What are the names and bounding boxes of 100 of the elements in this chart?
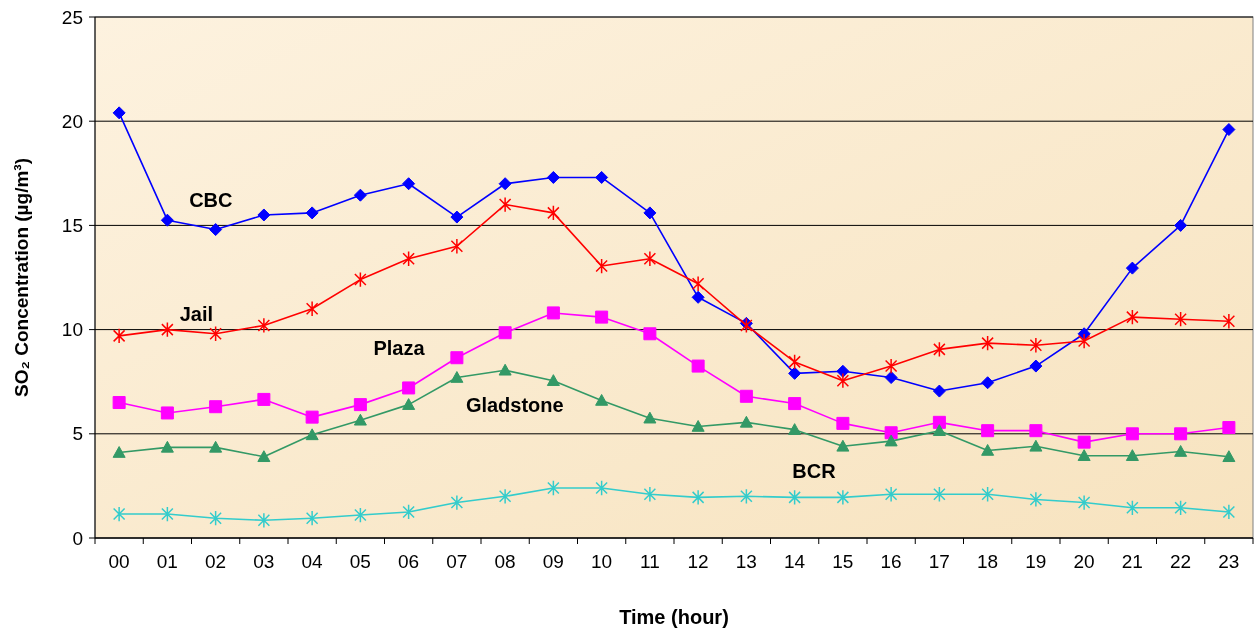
point (305, 410, 319, 424)
point (932, 384, 946, 398)
series-label: Gladstone (465, 393, 564, 416)
x-tick-label: 15 (832, 551, 854, 572)
x-tick-label: 05 (349, 551, 371, 572)
point (353, 413, 367, 426)
point (1174, 311, 1187, 328)
point (981, 424, 995, 438)
point (161, 506, 174, 522)
y-tick-label: 10 (61, 319, 83, 341)
point (643, 486, 657, 503)
point (257, 317, 271, 334)
x-tick-label: 12 (687, 551, 709, 572)
point (1174, 427, 1188, 441)
point (1222, 313, 1236, 330)
point (981, 443, 995, 456)
x-tick-label: 03 (253, 551, 275, 572)
point (643, 206, 657, 220)
point (1222, 421, 1236, 435)
point (884, 434, 898, 447)
point (450, 351, 464, 365)
point (257, 392, 271, 406)
point (209, 510, 222, 527)
point (209, 400, 223, 414)
point (1126, 499, 1139, 516)
point (836, 439, 850, 452)
x-tick-label: 01 (156, 551, 178, 572)
point (160, 440, 174, 453)
point (595, 258, 608, 274)
point (498, 326, 512, 340)
point (305, 300, 319, 317)
series-label: Jail (179, 303, 213, 326)
point (257, 512, 271, 529)
x-tick-label: 23 (1218, 551, 1240, 572)
point (932, 415, 946, 429)
point (691, 420, 705, 432)
point (112, 446, 126, 458)
point (546, 306, 560, 320)
point (691, 290, 705, 304)
point (354, 507, 367, 523)
point (595, 170, 609, 184)
y-tick-label: 5 (72, 423, 83, 445)
point (643, 250, 657, 267)
series-label: Plaza (373, 336, 426, 359)
point (691, 275, 705, 292)
point (739, 415, 753, 428)
point (788, 423, 802, 435)
point (740, 317, 753, 334)
point (498, 363, 512, 376)
point (402, 504, 415, 520)
point (981, 486, 994, 503)
x-tick-label: 22 (1170, 551, 1192, 572)
point (1029, 424, 1043, 438)
point (450, 238, 464, 255)
x-tick-label: 00 (108, 551, 130, 572)
point (595, 393, 609, 406)
x-tick-label: 19 (1025, 551, 1047, 572)
point (836, 372, 850, 389)
point (1029, 337, 1043, 354)
point (884, 371, 898, 385)
point (1125, 427, 1139, 441)
point (1174, 499, 1187, 516)
point (836, 416, 850, 430)
y-tick-label: 20 (61, 110, 83, 132)
point (1125, 261, 1139, 275)
point (1077, 333, 1091, 349)
point (450, 210, 464, 224)
point (1029, 491, 1043, 508)
y-tick-label: 0 (72, 527, 83, 549)
point (932, 424, 946, 436)
y-tick-label: 25 (61, 6, 83, 28)
point (1029, 359, 1043, 373)
series-label: BCR (792, 459, 837, 482)
point (498, 488, 512, 505)
x-tick-label: 13 (735, 551, 757, 572)
point (1029, 439, 1043, 452)
point (305, 206, 319, 220)
x-tick-label: 04 (301, 551, 324, 572)
point (788, 366, 802, 380)
x-tick-label: 02 (205, 551, 227, 572)
point (1174, 445, 1188, 457)
x-axis-title: Time (hour) (619, 606, 729, 628)
point (498, 196, 512, 213)
x-tick-label: 06 (398, 551, 420, 572)
point (402, 381, 416, 395)
point (788, 354, 801, 370)
point (112, 506, 126, 522)
series-label: CBC (189, 188, 233, 211)
point (1222, 450, 1236, 463)
x-tick-label: 11 (640, 551, 660, 572)
point (547, 480, 560, 496)
point (691, 489, 705, 506)
point (836, 364, 850, 378)
y-tick-label: 15 (61, 215, 83, 237)
point (981, 335, 994, 352)
point (1222, 123, 1236, 137)
y-axis-title: SO₂ Concentration (µg/m³) (11, 158, 32, 397)
point (160, 213, 174, 227)
point (1077, 449, 1091, 461)
point (112, 327, 126, 344)
